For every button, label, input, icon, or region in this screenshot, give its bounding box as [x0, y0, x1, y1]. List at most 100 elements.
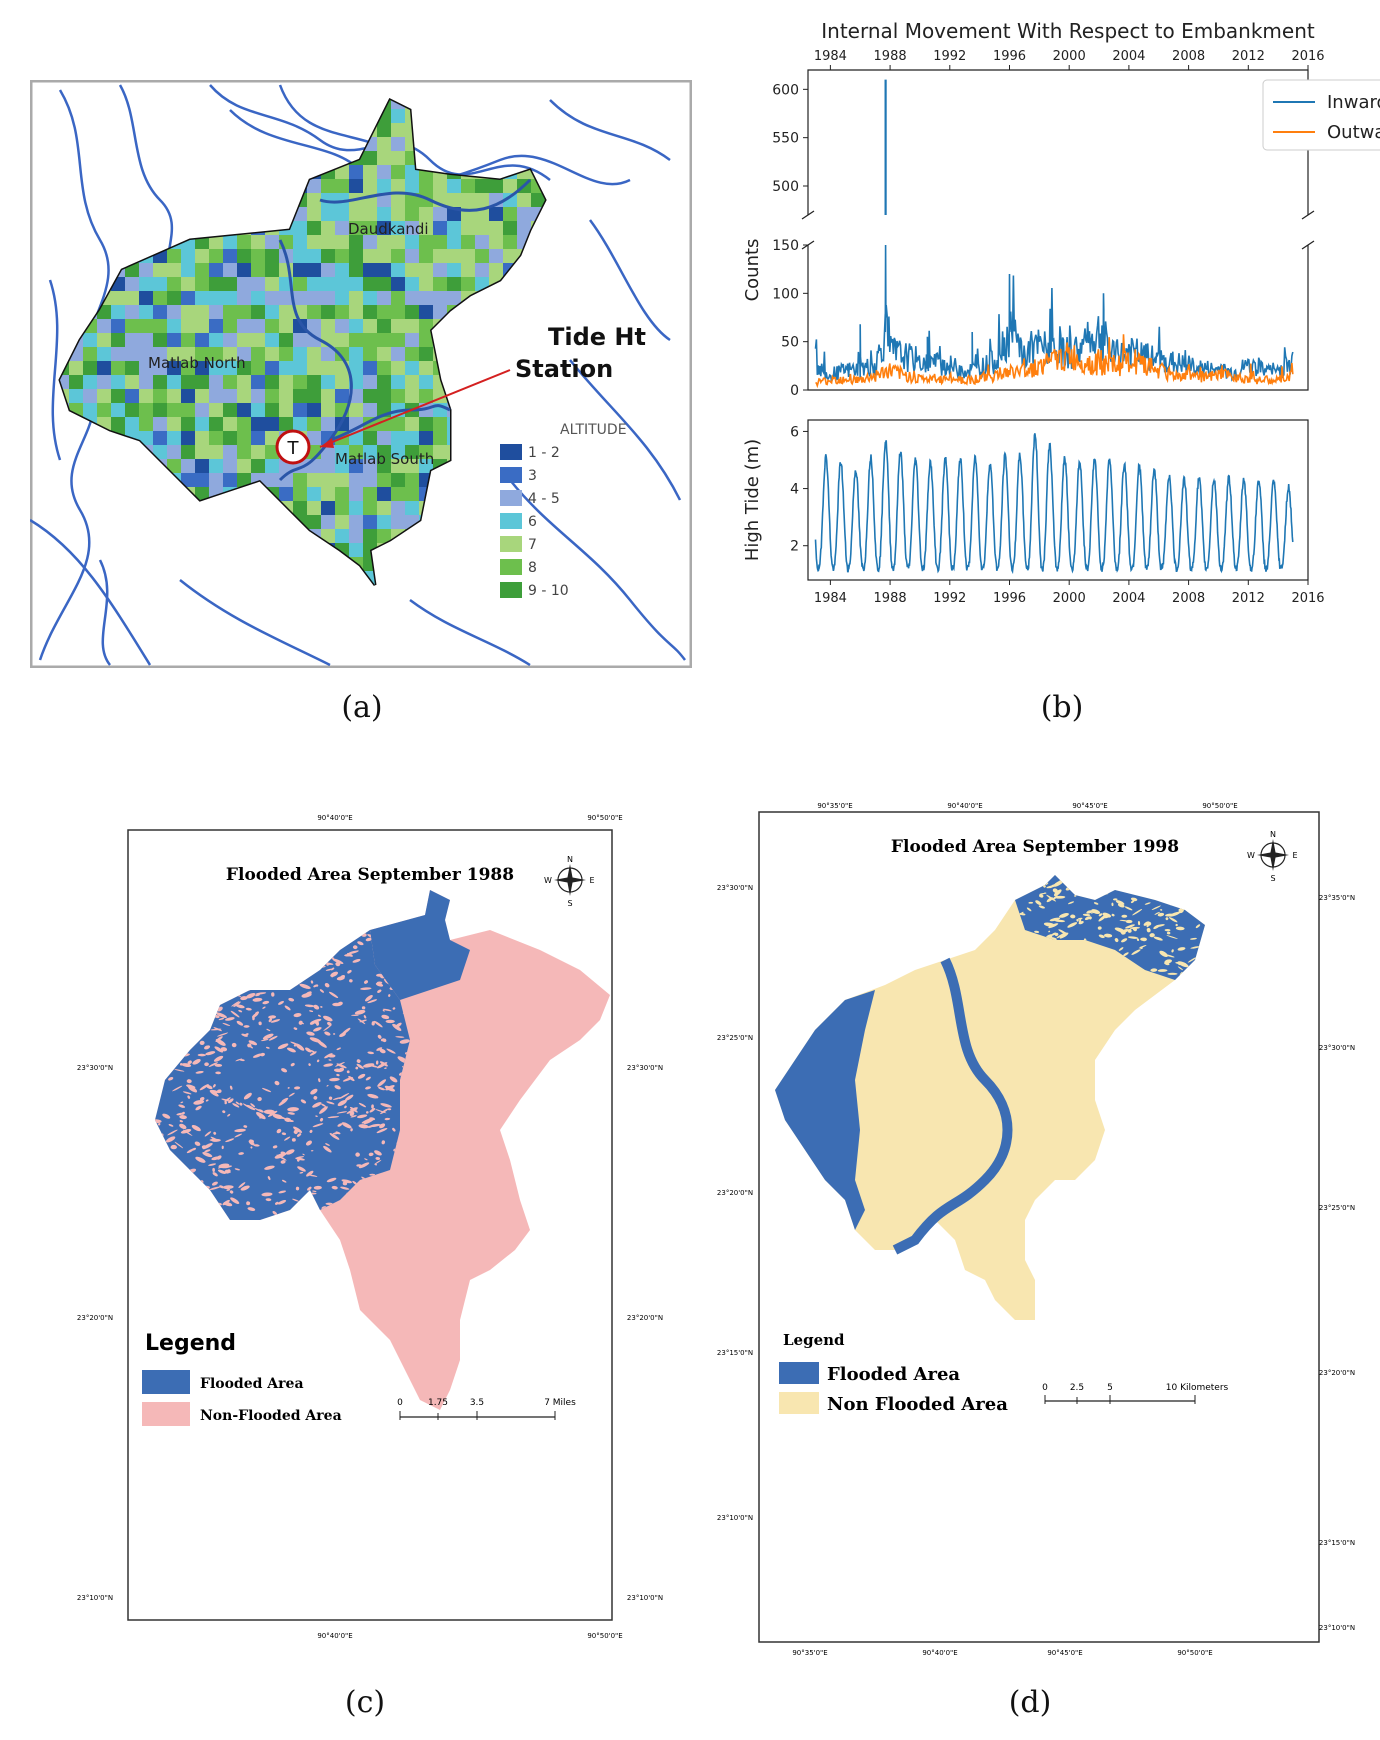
- flood-speck: [371, 1021, 375, 1026]
- flood-speck: [1035, 900, 1042, 906]
- flood-speck: [1168, 917, 1178, 923]
- altitude-pixel: [489, 179, 503, 193]
- altitude-pixel: [377, 305, 391, 319]
- altitude-pixel: [363, 249, 377, 263]
- altitude-pixel: [195, 305, 209, 319]
- region-label-matlab-north: Matlab North: [148, 354, 246, 372]
- flood-speck: [302, 1153, 305, 1156]
- flood-speck: [217, 1169, 227, 1174]
- top-year-label: 1988: [874, 49, 907, 64]
- altitude-pixel: [503, 207, 517, 221]
- altitude-legend-title: ALTITUDE: [560, 422, 627, 438]
- altitude-pixel: [223, 375, 237, 389]
- altitude-pixel: [307, 389, 321, 403]
- altitude-pixel: [433, 221, 447, 235]
- altitude-pixel: [321, 529, 335, 543]
- altitude-pixel: [293, 221, 307, 235]
- altitude-pixel: [363, 221, 377, 235]
- altitude-pixel: [391, 515, 405, 529]
- flood-speck: [1125, 924, 1135, 929]
- altitude-pixel: [307, 361, 321, 375]
- altitude-pixel: [377, 277, 391, 291]
- altitude-pixel: [461, 179, 475, 193]
- flood-speck: [399, 1039, 410, 1044]
- flood-speck: [313, 1095, 318, 1100]
- flood-speck: [247, 1207, 256, 1212]
- altitude-pixel: [265, 333, 279, 347]
- flood-speck: [1098, 934, 1105, 939]
- altitude-pixel: [279, 403, 293, 417]
- altitude-pixel: [223, 417, 237, 431]
- altitude-pixel: [251, 249, 265, 263]
- upper-ytick-label: 500: [772, 179, 799, 195]
- flood-speck: [310, 1050, 316, 1054]
- altitude-pixel: [139, 375, 153, 389]
- top-year-label: 2012: [1232, 49, 1265, 64]
- flood-speck: [337, 1123, 343, 1127]
- panel-d: Flooded Area September 1998 90°35'0"E 90…: [715, 800, 1355, 1680]
- flood-speck: [234, 1128, 246, 1133]
- flood-speck: [335, 1061, 345, 1067]
- altitude-pixel: [223, 431, 237, 445]
- altitude-pixel: [447, 179, 461, 193]
- altitude-pixel: [111, 403, 125, 417]
- flood-speck: [222, 1165, 233, 1169]
- top-year-label: 1996: [993, 49, 1026, 64]
- flood-speck: [187, 1095, 191, 1099]
- altitude-pixel: [363, 333, 377, 347]
- flood-speck: [1138, 944, 1147, 949]
- flood-speck: [254, 1107, 261, 1112]
- altitude-pixel: [377, 347, 391, 361]
- altitude-pixel: [181, 473, 195, 487]
- flood-speck: [326, 1084, 329, 1087]
- altitude-pixel: [461, 193, 475, 207]
- flood-speck: [1140, 937, 1147, 941]
- altitude-pixel: [335, 291, 349, 305]
- altitude-pixel: [97, 333, 111, 347]
- compass-e: E: [1292, 851, 1297, 860]
- altitude-pixel: [237, 473, 251, 487]
- legend-inward-label: Inward: [1327, 92, 1380, 113]
- altitude-pixel: [265, 235, 279, 249]
- altitude-pixel: [111, 305, 125, 319]
- flood-speck: [1151, 905, 1162, 911]
- flood-speck: [211, 1156, 220, 1161]
- altitude-pixel: [181, 319, 195, 333]
- flood-speck: [1043, 892, 1047, 894]
- altitude-map: Daudkandi Matlab North Matlab South T Ti…: [29, 79, 693, 669]
- flood-speck: [204, 1131, 212, 1137]
- flood-speck: [222, 1185, 234, 1190]
- flood-speck: [288, 1092, 295, 1097]
- altitude-pixel: [265, 459, 279, 473]
- altitude-pixel: [83, 403, 97, 417]
- flood-speck: [290, 1041, 300, 1046]
- flood-speck: [347, 950, 359, 955]
- altitude-pixel: [405, 473, 419, 487]
- altitude-pixel: [237, 417, 251, 431]
- flood-speck: [170, 1144, 177, 1150]
- axis-frame-tide: [807, 419, 1309, 581]
- flood-speck: [263, 1109, 275, 1114]
- altitude-pixel: [307, 305, 321, 319]
- altitude-pixel: [405, 193, 419, 207]
- altitude-pixel: [419, 417, 433, 431]
- flood-speck: [213, 1131, 217, 1135]
- caption-c: (c): [344, 1685, 386, 1720]
- tide-movement-chart: Internal Movement With Respect to Embank…: [742, 19, 1380, 606]
- coord-left-1: 23°30'0"N: [717, 884, 753, 892]
- altitude-pixel: [307, 263, 321, 277]
- altitude-pixel: [377, 165, 391, 179]
- flood-speck: [247, 1043, 252, 1048]
- flood-speck: [178, 1104, 186, 1108]
- flood-speck: [332, 1002, 342, 1007]
- altitude-pixel: [447, 291, 461, 305]
- flood-speck: [245, 1007, 252, 1011]
- altitude-pixel: [475, 221, 489, 235]
- altitude-pixel: [69, 375, 83, 389]
- flood-speck: [272, 1210, 278, 1216]
- altitude-pixel: [223, 249, 237, 263]
- flood-speck: [339, 1032, 346, 1038]
- altitude-pixel: [433, 445, 447, 459]
- flood-speck: [380, 1108, 389, 1115]
- altitude-pixel: [251, 277, 265, 291]
